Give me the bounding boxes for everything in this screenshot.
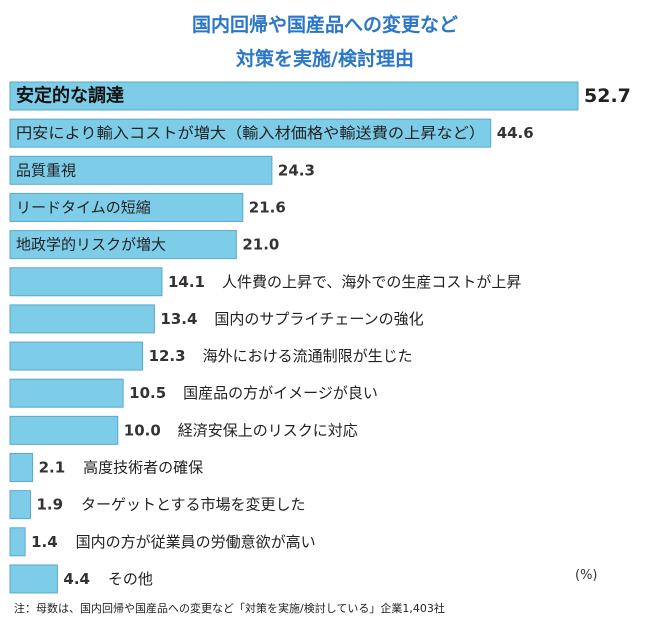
- value-label-13: 1.4: [31, 533, 58, 551]
- bar-4: [9, 192, 244, 222]
- bar-2: [9, 118, 492, 148]
- value-label-10: 10.0: [124, 421, 161, 439]
- category-label-11: 高度技術者の確保: [83, 459, 203, 477]
- category-label-6: 人件費の上昇で、海外での生産コストが上昇: [222, 273, 521, 291]
- category-label-3: 品質重視: [16, 161, 76, 179]
- bar-10: [9, 415, 119, 445]
- category-label-2: 円安により輸入コストが増大（輸入材価格や輸送費の上昇など）: [16, 124, 485, 142]
- value-label-12: 1.9: [36, 496, 63, 514]
- unit-label: (%): [575, 568, 598, 583]
- footnote: 注：母数は、国内回帰や国産品への変更など「対策を実施/検討している」企業1,40…: [14, 602, 445, 615]
- bar-chart: 52.7 安定的な調達 44.6 円安により輸入コストが増大（輸入材価格や輸送費の上昇…: [9, 81, 631, 594]
- value-label-11: 2.1: [39, 459, 66, 477]
- bar-14: [9, 564, 58, 594]
- category-label-9: 国産品の方がイメージが良い: [183, 384, 378, 402]
- bar-8: [9, 341, 144, 371]
- category-label-13: 国内の方が従業員の労働意欲が高い: [76, 533, 316, 551]
- value-label-5: 21.0: [242, 236, 279, 254]
- category-label-12: ターゲットとする市場を変更した: [81, 496, 306, 514]
- chart-title-line2: 対策を実施/検討理由: [236, 48, 414, 70]
- category-label-7: 国内のサプライチェーンの強化: [214, 310, 423, 328]
- bar-1: [9, 81, 579, 111]
- bar-7: [9, 304, 155, 334]
- category-label-14: その他: [108, 570, 153, 588]
- category-label-8: 海外における流通制限が生じた: [203, 347, 413, 365]
- value-label-9: 10.5: [129, 384, 166, 402]
- bar-5: [9, 230, 237, 260]
- bar-9: [9, 378, 124, 408]
- value-label-6: 14.1: [168, 273, 205, 291]
- value-label-4: 21.6: [249, 198, 286, 216]
- chart-title-line1: 国内回帰や国産品への変更など: [191, 14, 458, 36]
- value-label-3: 24.3: [278, 161, 315, 179]
- bar-3: [9, 155, 273, 185]
- value-label-2: 44.6: [497, 124, 534, 142]
- category-label-10: 経済安保上のリスクに対応: [178, 421, 358, 439]
- value-label-1: 52.7: [584, 85, 631, 107]
- category-label-5: 地政学的リスクが増大: [16, 236, 166, 254]
- category-label-1: 安定的な調達: [16, 85, 124, 107]
- bar-11: [9, 453, 34, 482]
- value-label-7: 13.4: [160, 310, 197, 328]
- bar-13: [9, 527, 26, 557]
- category-label-4: リードタイムの短縮: [16, 198, 151, 216]
- bar-6: [9, 267, 163, 297]
- value-label-14: 4.4: [63, 570, 90, 588]
- value-label-8: 12.3: [149, 347, 186, 365]
- bar-12: [9, 490, 31, 520]
